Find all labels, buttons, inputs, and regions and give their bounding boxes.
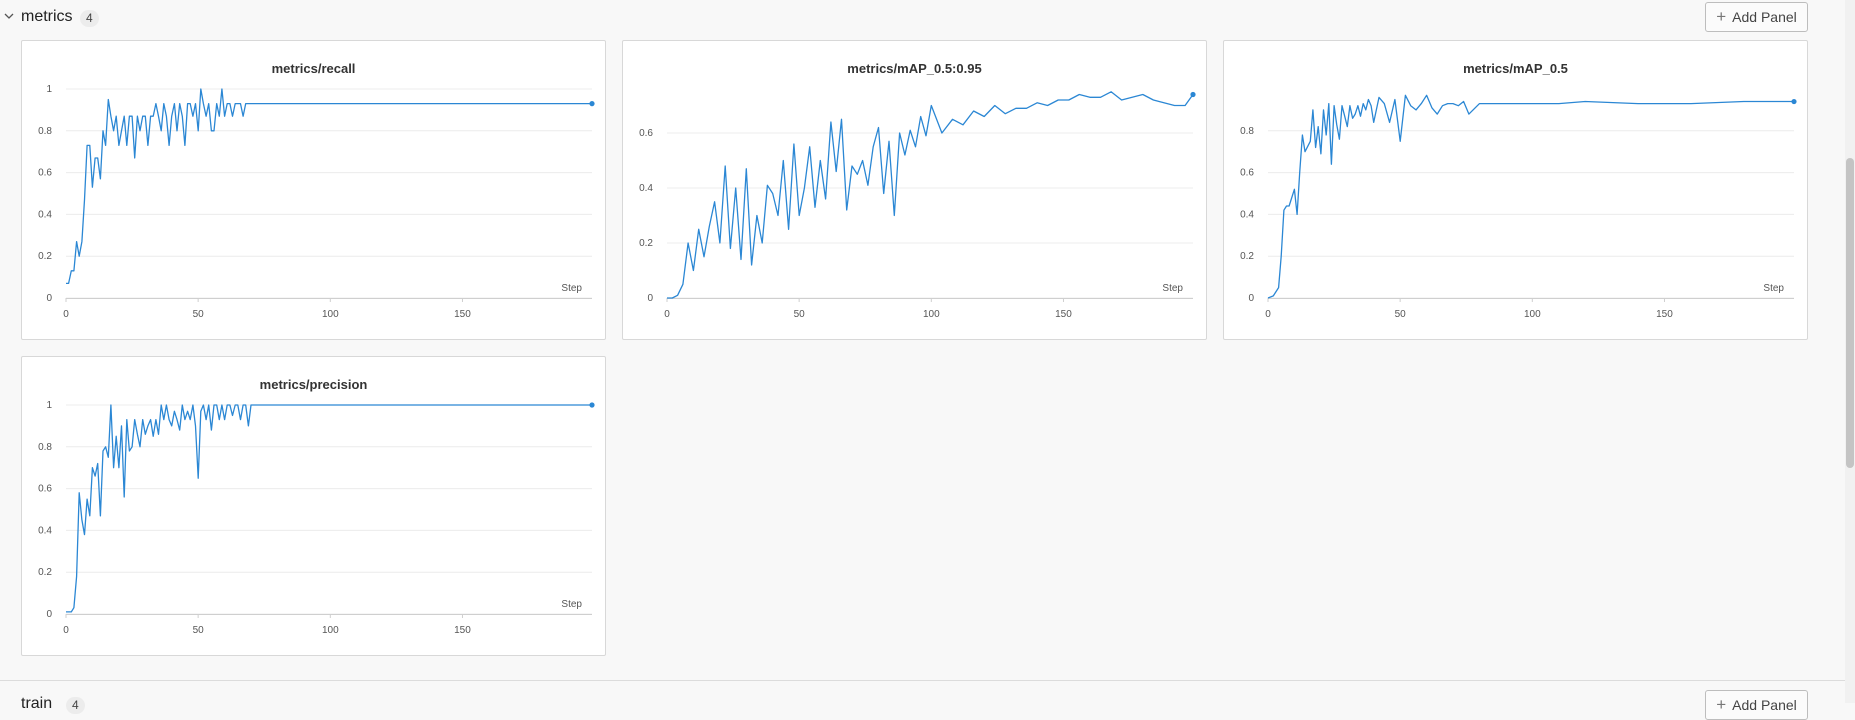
y-tick-label: 0.2 [1240, 251, 1254, 262]
x-tick-label: 50 [193, 625, 205, 636]
y-tick-label: 1 [46, 84, 52, 95]
line-chart: 0 0.2 0.4 0.6 0.8 1 0 50 100 150 Step [38, 400, 595, 636]
x-axis-label: Step [1763, 283, 1784, 294]
series-line [66, 88, 592, 285]
x-tick-label: 100 [322, 625, 339, 636]
y-tick-label: 0.8 [1240, 126, 1254, 137]
y-tick-label: 0 [46, 293, 52, 304]
plus-icon: + [1716, 7, 1727, 26]
x-axis-label: Step [561, 283, 582, 294]
y-tick-label: 0.4 [639, 183, 653, 194]
add-panel-label: Add Panel [1732, 9, 1797, 25]
x-tick-label: 150 [454, 625, 471, 636]
y-tick-label: 1 [46, 400, 52, 411]
chart-title: metrics/mAP_0.5:0.95 [847, 61, 982, 76]
x-tick-label: 0 [63, 625, 69, 636]
last-point-marker [589, 402, 595, 408]
x-tick-label: 100 [923, 309, 940, 320]
line-chart: 0 0.2 0.4 0.6 0.8 0 50 100 150 Step [1240, 94, 1797, 320]
x-tick-label: 150 [1055, 309, 1072, 320]
x-tick-label: 0 [63, 309, 69, 320]
next-section-title[interactable]: train [21, 695, 53, 712]
section-title: metrics [21, 8, 73, 25]
x-axis-label: Step [561, 599, 582, 610]
x-axis-label: Step [1162, 283, 1183, 294]
line-chart: 0 0.2 0.4 0.6 0 50 100 150 Step [639, 91, 1196, 320]
x-tick-label: 150 [1656, 309, 1673, 320]
chevron-down-icon[interactable] [4, 12, 14, 20]
plus-icon: + [1716, 695, 1727, 714]
chart-panel-precision[interactable]: metrics/precision 0 0.2 0.4 0.6 0.8 1 0 50 100 15… [21, 356, 606, 656]
last-point-marker [589, 101, 595, 107]
y-tick-label: 0.4 [38, 525, 52, 536]
y-tick-label: 0.6 [1240, 168, 1254, 179]
add-panel-label: Add Panel [1732, 697, 1797, 713]
y-tick-label: 0 [46, 609, 52, 620]
section-header[interactable]: metrics 4 [0, 0, 1845, 36]
series-line [1267, 94, 1794, 299]
x-tick-label: 0 [664, 309, 670, 320]
scrollbar-thumb[interactable] [1846, 158, 1854, 468]
y-tick-label: 0 [1248, 293, 1254, 304]
series-line [667, 91, 1194, 299]
chart-panel-map-50[interactable]: metrics/mAP_0.5 0 0.2 0.4 0.6 0.8 0 50 100 150 St… [1223, 40, 1808, 340]
chart-title: metrics/precision [259, 377, 368, 392]
y-tick-label: 0.2 [639, 238, 653, 249]
x-tick-label: 100 [322, 309, 339, 320]
y-tick-label: 0.4 [38, 209, 52, 220]
y-tick-label: 0.8 [38, 442, 52, 453]
panel-count-badge: 4 [66, 697, 85, 714]
y-tick-label: 0 [647, 293, 653, 304]
panel-count-badge: 4 [80, 10, 99, 27]
x-tick-label: 0 [1265, 309, 1271, 320]
y-tick-label: 0.2 [38, 251, 52, 262]
last-point-marker [1190, 91, 1196, 98]
y-tick-label: 0.4 [1240, 209, 1254, 220]
y-tick-label: 0.2 [38, 567, 52, 578]
y-tick-label: 0.6 [38, 168, 52, 179]
y-tick-label: 0.6 [639, 128, 653, 139]
y-tick-label: 0.6 [38, 484, 52, 495]
chart-panel-recall[interactable]: metrics/recall 0 0.2 0.4 0.6 0.8 1 0 50 100 150 St… [21, 40, 606, 340]
last-point-marker [1791, 98, 1797, 105]
line-chart: 0 0.2 0.4 0.6 0.8 1 0 50 100 150 Step [38, 84, 595, 320]
x-tick-label: 50 [794, 309, 806, 320]
x-tick-label: 100 [1524, 309, 1541, 320]
x-tick-label: 150 [454, 309, 471, 320]
y-tick-label: 0.8 [38, 126, 52, 137]
series-line [66, 404, 592, 613]
x-tick-label: 50 [1395, 309, 1407, 320]
chart-title: metrics/recall [271, 61, 356, 76]
add-panel-button[interactable]: + Add Panel [1705, 2, 1808, 32]
chart-title: metrics/mAP_0.5 [1463, 61, 1568, 76]
add-panel-button[interactable]: + Add Panel [1705, 690, 1808, 720]
section-divider [0, 680, 1845, 681]
chart-panel-map-50-95[interactable]: metrics/mAP_0.5:0.95 0 0.2 0.4 0.6 0 50 100 150… [622, 40, 1207, 340]
x-tick-label: 50 [193, 309, 205, 320]
